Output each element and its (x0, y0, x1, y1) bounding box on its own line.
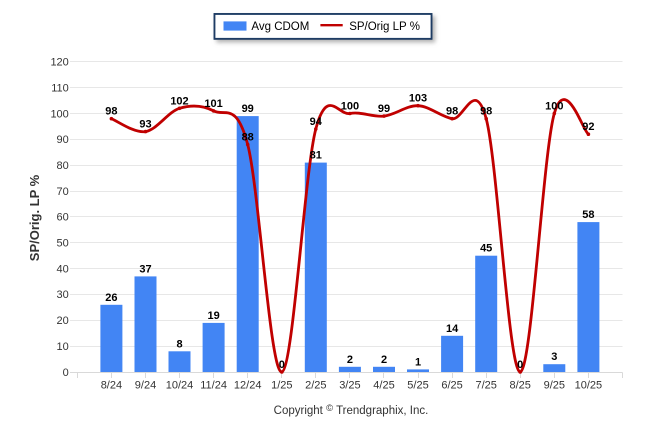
svg-text:14: 14 (446, 323, 459, 335)
svg-text:40: 40 (57, 263, 69, 275)
svg-text:37: 37 (139, 263, 151, 275)
svg-text:0: 0 (279, 359, 285, 371)
svg-text:98: 98 (105, 106, 117, 118)
svg-text:50: 50 (57, 238, 69, 250)
svg-text:1: 1 (415, 356, 421, 368)
svg-text:99: 99 (242, 103, 254, 115)
svg-text:9/25: 9/25 (544, 380, 565, 392)
svg-text:3/25: 3/25 (339, 380, 360, 392)
svg-text:8: 8 (176, 338, 182, 350)
svg-text:4/25: 4/25 (373, 380, 394, 392)
svg-text:60: 60 (57, 212, 69, 224)
svg-text:7/25: 7/25 (475, 380, 496, 392)
svg-text:98: 98 (480, 106, 492, 118)
svg-text:11/24: 11/24 (200, 380, 227, 392)
svg-text:3: 3 (551, 351, 557, 363)
svg-text:45: 45 (480, 243, 492, 255)
svg-text:100: 100 (341, 101, 359, 113)
svg-text:100: 100 (545, 101, 563, 113)
svg-text:90: 90 (57, 134, 69, 146)
svg-text:2: 2 (347, 354, 353, 366)
svg-text:70: 70 (57, 186, 69, 198)
svg-text:93: 93 (139, 119, 151, 131)
svg-text:8/25: 8/25 (509, 380, 530, 392)
svg-text:5/25: 5/25 (407, 380, 428, 392)
svg-text:19: 19 (207, 310, 219, 322)
svg-text:58: 58 (582, 209, 594, 221)
svg-text:120: 120 (50, 57, 68, 69)
svg-text:1/25: 1/25 (271, 380, 292, 392)
svg-text:88: 88 (242, 132, 254, 144)
svg-text:20: 20 (57, 315, 69, 327)
svg-text:101: 101 (204, 98, 222, 110)
svg-text:0: 0 (517, 359, 523, 371)
svg-text:30: 30 (57, 289, 69, 301)
svg-text:12/24: 12/24 (234, 380, 262, 392)
svg-text:10/25: 10/25 (575, 380, 603, 392)
svg-text:81: 81 (310, 150, 322, 162)
svg-text:2: 2 (381, 354, 387, 366)
svg-text:103: 103 (409, 93, 427, 105)
svg-text:2/25: 2/25 (305, 380, 326, 392)
svg-text:Copyright © Trendgraphix, Inc.: Copyright © Trendgraphix, Inc. (274, 403, 429, 417)
svg-text:SP/Orig LP %: SP/Orig LP % (349, 21, 420, 33)
svg-text:98: 98 (446, 106, 458, 118)
svg-text:0: 0 (63, 367, 69, 379)
svg-text:100: 100 (50, 108, 68, 120)
svg-text:9/24: 9/24 (135, 380, 156, 392)
svg-text:110: 110 (51, 82, 69, 94)
svg-text:SP/Orig. LP %: SP/Orig. LP % (27, 174, 42, 261)
svg-text:8/24: 8/24 (101, 380, 122, 392)
svg-text:99: 99 (378, 103, 390, 115)
svg-text:80: 80 (57, 160, 69, 172)
svg-text:92: 92 (582, 121, 594, 133)
svg-text:26: 26 (105, 292, 117, 304)
svg-text:94: 94 (310, 116, 323, 128)
svg-text:Avg CDOM: Avg CDOM (251, 21, 309, 33)
svg-text:10/24: 10/24 (166, 380, 194, 392)
svg-text:102: 102 (170, 95, 188, 107)
svg-text:10: 10 (57, 341, 69, 353)
svg-text:6/25: 6/25 (441, 380, 462, 392)
